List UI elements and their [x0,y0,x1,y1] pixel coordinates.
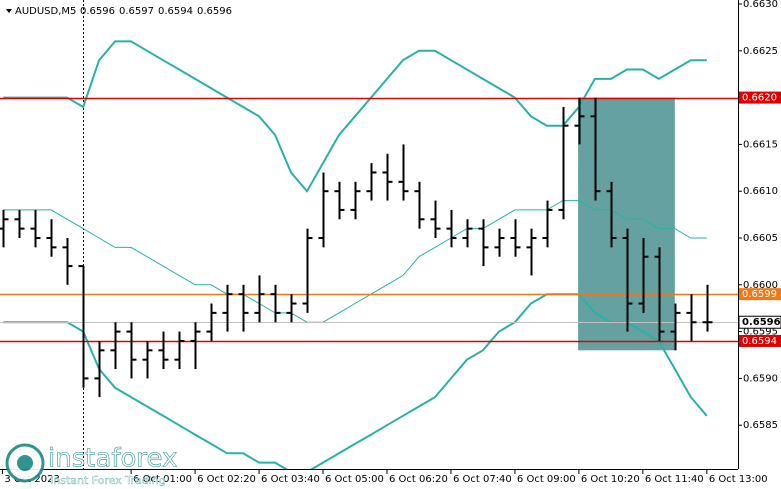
y-tick-label: 0.6600 [743,280,778,291]
x-tick-label: 6 Oct 01:00 [133,474,192,485]
y-tick-label: 0.6625 [743,46,778,57]
x-tick-label: 6 Oct 05:00 [325,474,384,485]
logo-core [17,455,33,471]
header: AUDUSD,M5 0.6596 0.6597 0.6594 0.6596 [6,6,232,17]
x-tick-label: 6 Oct 06:20 [389,474,448,485]
watermark-brand: instaforex [48,444,177,474]
x-tick-label: 6 Oct 10:20 [581,474,640,485]
header-value: 0.6596 [80,6,115,17]
symbol: AUDUSD,M5 [15,6,76,17]
x-tick-label: 6 Oct 03:40 [261,474,320,485]
y-tick-label: 0.6590 [743,373,778,384]
y-tick-label: 0.6610 [743,186,778,197]
watermark-tagline: Instant Forex Trading [50,474,166,487]
header-value: 0.6596 [197,6,232,17]
plot-area [0,0,738,469]
y-tick-label: 0.6595 [743,327,778,338]
header-arrow [6,9,12,13]
level-label-box [739,91,781,104]
level-label: 0.6596 [742,317,781,328]
watermark: instaforex Instant Forex Trading [5,443,178,487]
level-label-box [739,334,781,347]
x-tick-label: 6 Oct 13:00 [709,474,768,485]
level-label: 0.6599 [742,289,777,300]
header-value: 0.6594 [158,6,193,17]
y-tick-label: 0.6585 [743,420,778,431]
x-tick-label: 6 Oct 02:20 [197,474,256,485]
x-tick-label: 6 Oct 07:40 [453,474,512,485]
bollinger-lower [3,293,708,469]
y-tick-label: 0.6605 [743,233,778,244]
level-label-box [738,315,781,329]
level-label: 0.6594 [742,336,777,347]
y-tick-label: 0.6630 [743,0,778,10]
x-tick-label: 6 Oct 11:40 [645,474,704,485]
bollinger-upper [3,40,707,193]
y-tick-label: 0.6615 [743,139,778,150]
x-tick-label: 6 Oct 09:00 [517,474,576,485]
header-values: 0.6596 0.6597 0.6594 0.6596 [80,6,232,17]
header-value: 0.6597 [119,6,154,17]
level-label: 0.6620 [742,93,777,104]
bollinger-middle [3,200,707,323]
level-label-box [739,288,781,301]
